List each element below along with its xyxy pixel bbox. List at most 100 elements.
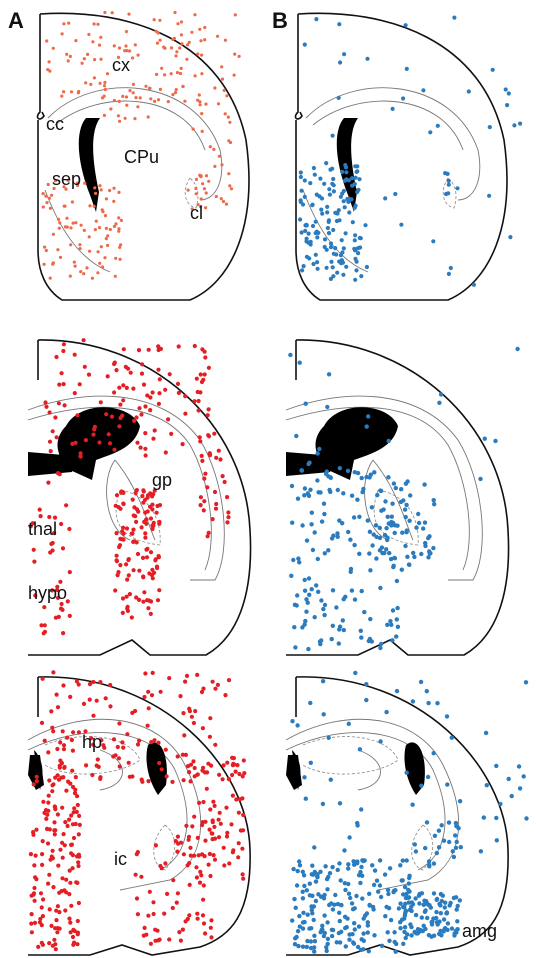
cell-dot xyxy=(202,921,206,925)
cell-dot xyxy=(112,390,116,394)
cell-dot xyxy=(357,924,361,928)
cell-dot xyxy=(149,942,153,946)
cell-dot xyxy=(301,870,305,874)
cell-dot xyxy=(209,145,212,148)
cell-dot xyxy=(142,695,146,699)
cell-dot xyxy=(213,687,217,691)
cell-dot xyxy=(152,912,156,916)
cell-dot xyxy=(293,936,297,940)
cell-dot xyxy=(359,635,363,639)
cell-dot xyxy=(104,412,108,416)
cell-dot xyxy=(112,448,116,452)
cell-dot xyxy=(308,181,312,185)
cell-dot xyxy=(153,558,157,562)
cell-dot xyxy=(422,903,426,907)
cell-dot xyxy=(121,502,125,506)
cell-dot xyxy=(409,933,413,937)
cell-dot xyxy=(311,224,315,228)
cell-dot xyxy=(392,889,396,893)
cell-dot xyxy=(437,829,441,833)
cell-dot xyxy=(147,706,151,710)
cell-dot xyxy=(170,72,173,75)
cell-dot xyxy=(447,272,451,276)
cell-dot xyxy=(328,871,332,875)
cell-dot xyxy=(323,864,327,868)
cell-dot xyxy=(71,853,75,857)
cell-dot xyxy=(137,54,140,57)
cell-dot xyxy=(322,934,326,938)
cell-dot xyxy=(311,203,315,207)
cell-dot xyxy=(131,387,135,391)
cell-dot xyxy=(218,457,222,461)
cell-dot xyxy=(325,877,329,881)
cell-dot xyxy=(41,800,45,804)
cell-dot xyxy=(290,484,294,488)
cell-dot xyxy=(68,881,72,885)
cell-dot xyxy=(65,53,68,56)
cell-dot xyxy=(131,528,135,532)
cell-dot xyxy=(295,883,299,887)
cell-dot xyxy=(305,939,309,943)
cell-dot xyxy=(303,43,307,47)
cell-dot xyxy=(155,30,158,33)
cell-dot xyxy=(366,414,370,418)
cell-dot xyxy=(308,701,312,705)
cell-dot xyxy=(403,507,407,511)
cell-dot xyxy=(48,70,51,73)
cell-dot xyxy=(120,740,124,744)
cell-dot xyxy=(227,172,230,175)
cell-dot xyxy=(290,521,294,525)
brain-sections xyxy=(28,13,509,955)
cell-dot xyxy=(290,719,294,723)
cell-dot xyxy=(145,555,149,559)
cell-dot xyxy=(130,615,134,619)
cell-dot xyxy=(296,556,300,560)
cell-dot xyxy=(197,801,201,805)
cell-dot xyxy=(88,235,91,238)
cell-dot xyxy=(170,46,173,49)
cell-dot xyxy=(309,946,313,950)
cell-dot xyxy=(49,449,53,453)
cell-dot xyxy=(208,735,212,739)
cell-dot xyxy=(132,91,135,94)
cell-dot xyxy=(63,820,67,824)
cell-dot xyxy=(213,837,217,841)
region-boundary xyxy=(303,737,398,774)
cell-dot xyxy=(394,950,398,954)
cell-dot xyxy=(454,821,458,825)
cell-dot xyxy=(103,256,106,259)
cell-dot xyxy=(399,223,403,227)
cell-dot xyxy=(368,903,372,907)
cell-dot xyxy=(77,814,81,818)
cell-dot xyxy=(192,399,196,403)
cell-dot xyxy=(334,605,338,609)
cell-dot xyxy=(49,858,53,862)
region-label: ic xyxy=(114,849,127,869)
cell-dot xyxy=(327,231,331,235)
cell-dot xyxy=(142,489,146,493)
cell-dot xyxy=(148,87,151,90)
cell-dot xyxy=(294,434,298,438)
cell-dot xyxy=(163,861,167,865)
cell-dot xyxy=(186,863,190,867)
cell-dot xyxy=(358,881,362,885)
cell-dot xyxy=(385,623,389,627)
cell-dot xyxy=(44,817,48,821)
cell-dot xyxy=(452,933,456,937)
cell-dot xyxy=(114,753,118,757)
cell-dot xyxy=(146,724,150,728)
cell-dot xyxy=(335,219,339,223)
cell-dot xyxy=(36,945,40,949)
cell-dot xyxy=(225,203,228,206)
cell-dot xyxy=(327,220,331,224)
cell-dot xyxy=(86,53,89,56)
cell-dot xyxy=(214,502,218,506)
cell-dot xyxy=(347,932,351,936)
cell-dot xyxy=(384,905,388,909)
cell-dot xyxy=(344,231,348,235)
cell-dot xyxy=(144,85,147,88)
cell-dot xyxy=(139,412,143,416)
cell-dot xyxy=(84,763,88,767)
cell-dot xyxy=(373,868,377,872)
cell-dot xyxy=(68,921,72,925)
